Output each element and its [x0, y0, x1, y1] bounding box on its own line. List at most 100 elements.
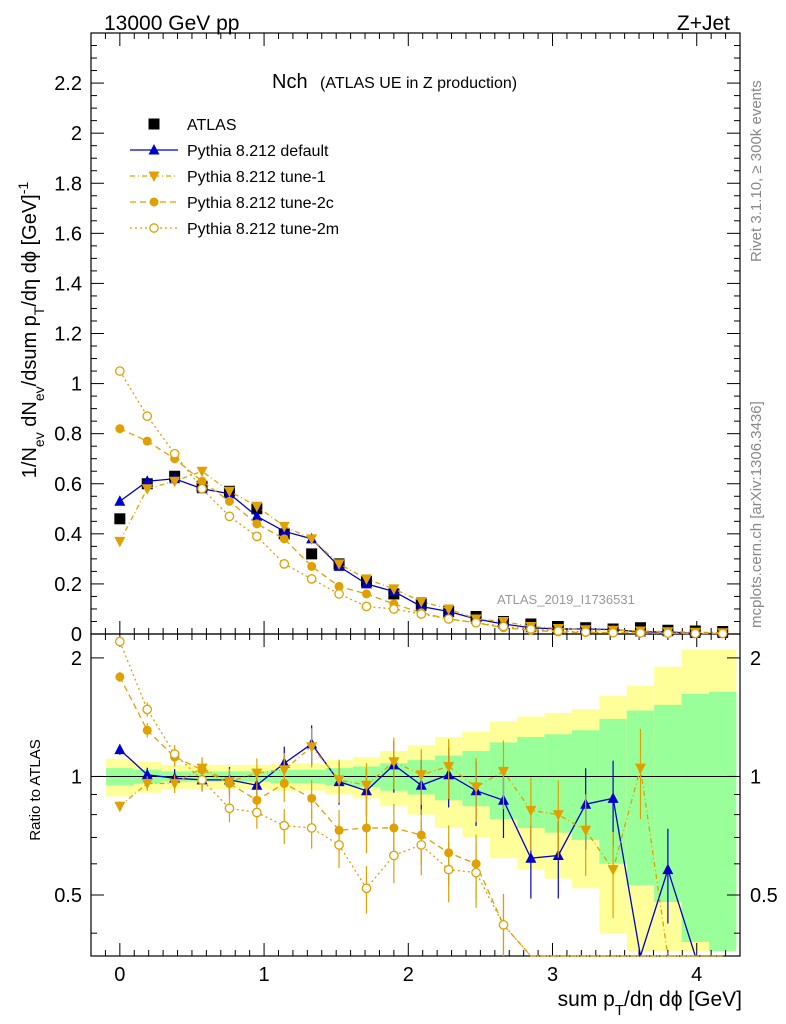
- data-point: [415, 596, 427, 608]
- ratio-point: [169, 749, 180, 759]
- y-tick-label: 1: [71, 374, 82, 396]
- ratio-ylabel: Ratio to ATLAS: [27, 739, 44, 840]
- ratio-point: [141, 768, 153, 780]
- main-title: Nch: [272, 71, 308, 93]
- data-point: [580, 627, 591, 637]
- header-right: Z+Jet: [677, 12, 730, 35]
- data-point: [223, 486, 235, 498]
- ratio-point: [141, 778, 153, 790]
- y-tick-label: 1.8: [54, 173, 82, 195]
- sub-title: (ATLAS UE in Z production): [320, 75, 517, 92]
- data-point: [114, 366, 125, 376]
- legend-entry: Pythia 8.212 tune-2c: [130, 195, 334, 212]
- ratio-point: [333, 775, 345, 786]
- data-point: [278, 521, 290, 533]
- data-point: [471, 617, 481, 628]
- data-point: [333, 559, 345, 570]
- ratio-point: [389, 850, 399, 861]
- ratio-point: [361, 823, 371, 833]
- legend-marker: [149, 197, 159, 207]
- rivet-label: Rivet 3.1.10, ≥ 300k events: [748, 80, 765, 262]
- legend-marker: [149, 223, 159, 233]
- data-point: [141, 475, 153, 486]
- data-point: [115, 424, 125, 434]
- legend-label: Pythia 8.212 tune-1: [187, 169, 326, 186]
- ratio-point: [607, 865, 619, 876]
- y-tick-label: 1.6: [54, 223, 82, 245]
- data-point: [608, 627, 618, 638]
- data-point: [388, 584, 400, 595]
- y-tick-label: 0: [71, 624, 82, 646]
- y-tick-label: 1.4: [54, 273, 82, 295]
- ratio-point: [142, 725, 152, 735]
- data-point: [334, 581, 344, 591]
- ratio-point: [306, 742, 318, 753]
- legend-entry: Pythia 8.212 tune-2m: [130, 221, 339, 238]
- ratio-point: [360, 780, 372, 792]
- legend-marker: [148, 118, 160, 130]
- legend-marker: [148, 144, 160, 155]
- data-point: [416, 609, 427, 619]
- ratio-point: [279, 778, 289, 788]
- y-axis-label: 1/Nev dNev/dsum pT/dη dϕ [GeV]-1: [15, 182, 47, 479]
- data-point: [197, 476, 207, 486]
- legend-entry: Pythia 8.212 default: [130, 143, 329, 160]
- data-point: [196, 466, 208, 478]
- watermark: ATLAS_2019_I1736531: [497, 592, 635, 607]
- legend-entry: ATLAS: [148, 117, 237, 134]
- data-point: [553, 626, 564, 636]
- data-point: [526, 624, 536, 634]
- ratio-point: [252, 807, 262, 818]
- ratio-tick-label: 1: [750, 766, 761, 788]
- data-point: [306, 574, 317, 584]
- ratio-point: [662, 863, 674, 875]
- ratio-point: [607, 792, 619, 803]
- legend-marker: [148, 171, 160, 182]
- data-point: [361, 589, 371, 599]
- y-tick-label: 2: [71, 123, 82, 145]
- ratio-point: [634, 763, 646, 775]
- ratio-point: [169, 778, 181, 790]
- ratio-point: [361, 883, 372, 894]
- ratio-tick-label: 1: [71, 766, 82, 788]
- axes: 0 1 2 3 4 0 0.2 0.4 0.6 0.8 1 1.2 1.4 1.6 1.8 2 2.2 0.5 0.…: [54, 32, 778, 986]
- series-4: [114, 366, 728, 957]
- ratio-tick-label: 2: [750, 648, 761, 670]
- y-tick-label: 1.2: [54, 324, 82, 346]
- y-tick-label: 0.4: [54, 524, 82, 546]
- ratio-point: [114, 743, 126, 755]
- data-point: [169, 448, 180, 459]
- data-point: [252, 531, 262, 542]
- ratio-tick-label: 0.5: [54, 885, 82, 907]
- ratio-point: [307, 793, 317, 803]
- data-point: [443, 614, 454, 624]
- legend-label: Pythia 8.212 tune-2c: [187, 195, 334, 212]
- data-point: [389, 604, 399, 614]
- data-point: [361, 601, 372, 612]
- x-tick-label: 4: [691, 964, 702, 986]
- data-point: [197, 483, 207, 494]
- ratio-point: [224, 778, 234, 788]
- data-point: [252, 519, 262, 529]
- ratio-point: [470, 782, 482, 794]
- data-point: [251, 510, 263, 521]
- data-point: [251, 501, 263, 513]
- data-point: [279, 559, 290, 569]
- data-point: [169, 476, 181, 488]
- data-point: [306, 534, 318, 545]
- x-tick-label: 2: [403, 964, 414, 986]
- x-tick-label: 1: [259, 964, 270, 986]
- ratio-point: [114, 636, 125, 647]
- ratio-point: [114, 801, 126, 813]
- ratio-line: [119, 641, 723, 957]
- x-axis-label: sum pT/dη dϕ [GeV]: [558, 988, 742, 1019]
- legend-entry: Pythia 8.212 tune-1: [130, 169, 326, 186]
- data-point: [141, 484, 153, 495]
- ratio-point: [389, 823, 399, 833]
- header-left: 13000 GeV pp: [104, 12, 239, 35]
- ratio-point: [388, 757, 400, 768]
- data-point: [279, 534, 289, 544]
- data-point: [224, 496, 234, 506]
- ratio-point: [497, 766, 509, 778]
- legend: ATLAS Pythia 8.212 default Pythia 8.212 tu…: [130, 117, 339, 238]
